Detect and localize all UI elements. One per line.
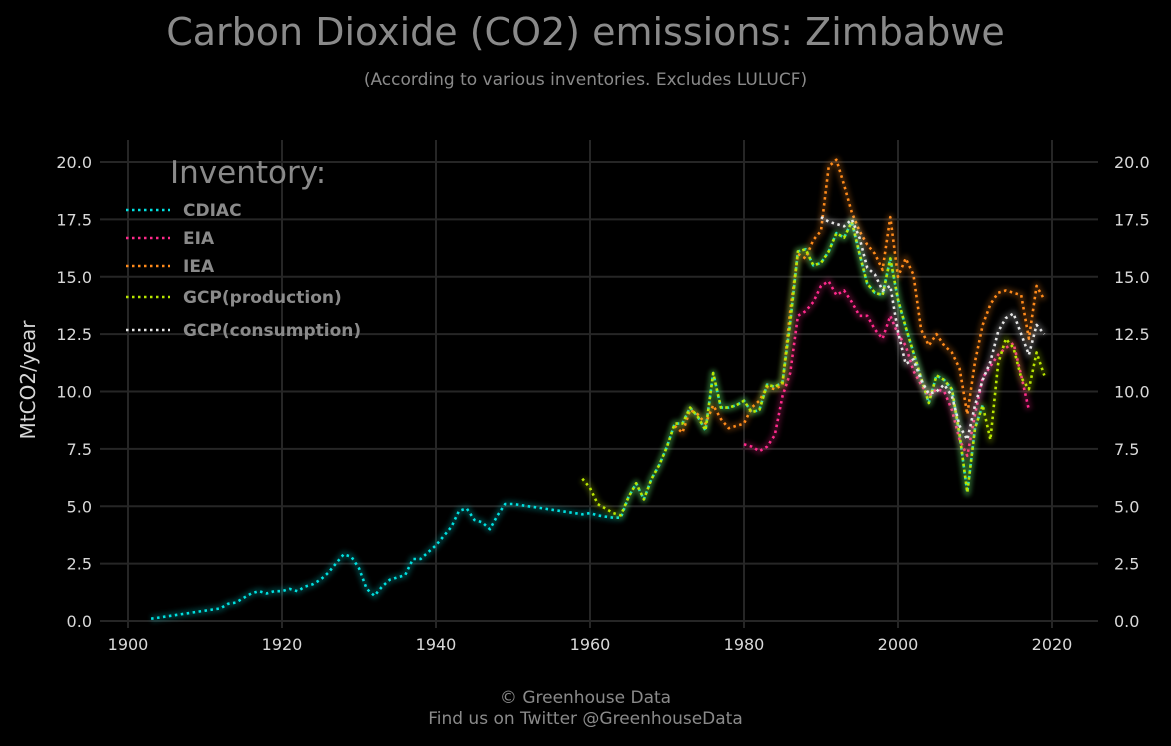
y-tick-label-left: 15.0 [56,268,92,287]
series-line-iea [673,158,1046,435]
chart-title: Carbon Dioxide (CO2) emissions: Zimbabwe [166,10,1005,54]
x-tick-label: 1920 [262,635,303,654]
x-tick-label: 1940 [416,635,457,654]
y-tick-label-left: 17.5 [56,210,92,229]
y-tick-label-left: 0.0 [67,612,92,631]
footer-twitter: Find us on Twitter @GreenhouseData [428,709,743,729]
legend: Inventory: CDIAC EIA IEA GCP(production) GCP… [126,155,361,341]
legend-label: GCP(production) [183,288,342,308]
series-glow-gcp-production [579,218,1048,519]
legend-label: IEA [183,257,215,277]
series-line-gcp-consumption [820,215,1046,441]
y-tick-label-right: 2.5 [1114,555,1139,574]
x-tick-label: 1900 [108,635,149,654]
y-tick-label-right: 12.5 [1114,325,1150,344]
y-tick-label-right: 7.5 [1114,440,1139,459]
y-tick-label-left: 2.5 [67,555,92,574]
y-tick-label-right: 0.0 [1114,612,1139,631]
legend-title: Inventory: [170,155,326,191]
series-glow-cdiac [150,218,987,623]
legend-label: GCP(consumption) [183,321,361,341]
series-glow-gcp-consumption [819,214,1047,444]
legend-label: CDIAC [183,201,242,221]
x-tick-label: 2000 [878,635,919,654]
y-tick-label-left: 10.0 [56,383,92,402]
y-tick-label-right: 20.0 [1114,153,1150,172]
series-lines [150,156,1048,623]
y-tick-label-right: 15.0 [1114,268,1150,287]
y-tick-label-left: 7.5 [67,440,92,459]
y-tick-label-left: 20.0 [56,153,92,172]
y-tick-label-right: 5.0 [1114,497,1139,516]
y-tick-label-right: 10.0 [1114,383,1150,402]
x-tick-label: 1960 [570,635,611,654]
footer-copyright: © Greenhouse Data [499,688,672,708]
legend-label: EIA [183,229,215,249]
x-tick-label: 2020 [1032,635,1073,654]
y-tick-label-left: 5.0 [67,497,92,516]
series-line-cdiac [150,220,984,620]
y-tick-label-left: 12.5 [56,325,92,344]
y-tick-label-right: 17.5 [1114,210,1150,229]
footer: © Greenhouse Data Find us on Twitter @Gr… [0,688,1171,730]
x-tick-label: 1980 [724,635,765,654]
y-axis-label: MtCO2/year [16,320,40,440]
chart-subtitle: (According to various inventories. Exclu… [363,70,808,90]
tick-labels: 1900 1920 1940 1960 1980 2000 2020 0.0 0.0 2.5 2.5… [56,153,1149,654]
